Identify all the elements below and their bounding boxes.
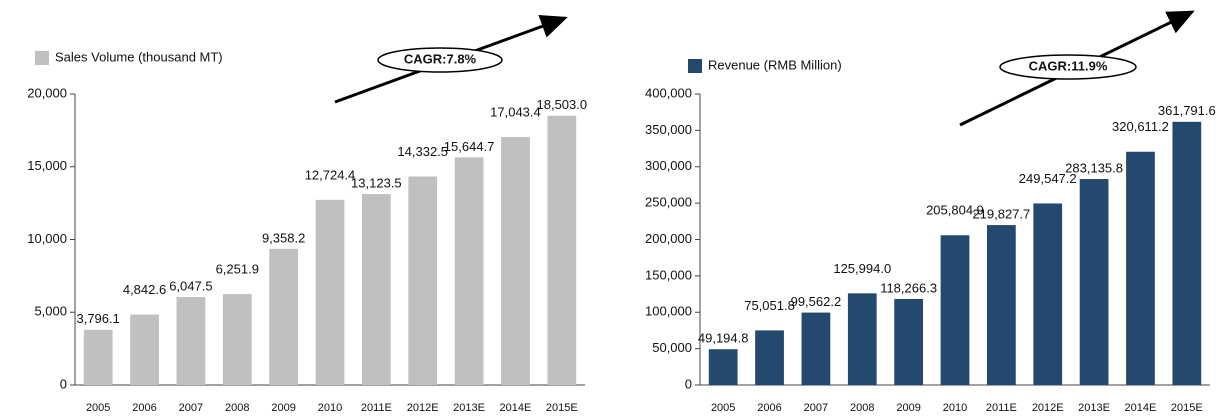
x-tick-label: 2013E: [453, 402, 485, 414]
x-tick-label: 2006: [132, 402, 156, 414]
x-tick-label: 2010: [943, 402, 967, 414]
value-label: 205,804.9: [926, 203, 984, 218]
y-tick-label: 15,000: [27, 158, 67, 173]
y-tick-label: 200,000: [645, 231, 692, 246]
y-tick-label: 5,000: [34, 304, 67, 319]
value-label: 75,051.8: [744, 298, 795, 313]
y-tick-label: 250,000: [645, 195, 692, 210]
value-label: 17,043.4: [490, 104, 541, 119]
value-label: 125,994.0: [833, 261, 891, 276]
x-tick-label: 2007: [804, 402, 828, 414]
value-label: 249,547.2: [1019, 171, 1077, 186]
x-tick-label: 2013E: [1078, 402, 1110, 414]
x-tick-label: 2006: [757, 402, 781, 414]
value-label: 99,562.2: [791, 294, 842, 309]
x-tick-label: 2011E: [986, 402, 1017, 414]
x-tick-label: 2011E: [361, 402, 392, 414]
value-label: 49,194.8: [698, 331, 749, 346]
y-tick-label: 400,000: [645, 85, 692, 100]
bar: [454, 157, 484, 385]
y-tick-label: 150,000: [645, 267, 692, 282]
value-label: 118,266.3: [880, 280, 937, 295]
bar: [130, 314, 159, 385]
x-tick-label: 2007: [179, 402, 203, 414]
value-label: 6,251.9: [216, 261, 259, 276]
bar: [1126, 151, 1155, 385]
legend-label: Sales Volume (thousand MT): [55, 49, 223, 64]
bar: [847, 293, 877, 385]
x-tick-label: 2015E: [1171, 402, 1203, 414]
bar: [408, 176, 438, 385]
cagr-label: CAGR:11.9%: [1029, 58, 1108, 73]
bar: [176, 297, 206, 385]
bar: [83, 329, 113, 385]
x-tick-label: 2005: [86, 402, 110, 414]
x-tick-label: 2014E: [500, 402, 532, 414]
value-label: 12,724.4: [305, 167, 356, 182]
x-tick-label: 2010: [318, 402, 342, 414]
bar: [361, 194, 391, 385]
value-label: 14,332.5: [397, 144, 448, 159]
bar: [269, 248, 299, 385]
bar: [708, 349, 738, 385]
x-tick-label: 2005: [711, 402, 735, 414]
bar: [755, 330, 784, 385]
bar: [222, 294, 252, 385]
bar: [1079, 179, 1109, 385]
value-label: 219,827.7: [972, 207, 1030, 222]
value-label: 15,644.7: [444, 139, 495, 154]
value-label: 13,123.5: [351, 175, 402, 190]
bar: [501, 137, 530, 385]
value-label: 4,842.6: [123, 282, 166, 297]
value-label: 320,611.2: [1112, 119, 1169, 134]
y-tick-label: 350,000: [645, 122, 692, 137]
x-tick-label: 2012E: [1032, 402, 1064, 414]
value-label: 3,796.1: [76, 311, 119, 326]
bar: [547, 115, 577, 386]
bar: [315, 199, 345, 385]
cagr-label: CAGR:7.8%: [404, 51, 477, 66]
bar: [801, 312, 831, 385]
cagr-ellipse: [999, 54, 1137, 80]
value-label: 6,047.5: [169, 278, 212, 293]
bar: [894, 298, 924, 385]
x-tick-label: 2008: [225, 402, 249, 414]
y-tick-label: 10,000: [27, 231, 67, 246]
legend-swatch: [35, 51, 49, 65]
x-tick-label: 2009: [896, 402, 920, 414]
value-label: 283,135.8: [1065, 160, 1123, 175]
y-tick-label: 300,000: [645, 158, 692, 173]
x-tick-label: 2009: [271, 402, 295, 414]
legend-swatch: [688, 59, 702, 73]
cagr-ellipse: [377, 47, 503, 73]
bar: [1172, 121, 1202, 386]
x-tick-label: 2012E: [407, 402, 439, 414]
bar: [986, 225, 1016, 385]
value-label: 361,791.6: [1158, 103, 1216, 118]
x-tick-label: 2008: [850, 402, 874, 414]
y-tick-label: 50,000: [652, 340, 692, 355]
y-tick-label: 20,000: [27, 85, 67, 100]
bar: [940, 235, 970, 385]
legend-label: Revenue (RMB Million): [708, 57, 842, 72]
y-tick-label: 100,000: [645, 304, 692, 319]
y-tick-label: 0: [60, 376, 67, 391]
value-label: 9,358.2: [262, 230, 305, 245]
value-label: 18,503.0: [537, 97, 588, 112]
x-tick-label: 2014E: [1125, 402, 1157, 414]
x-tick-label: 2015E: [546, 402, 578, 414]
y-tick-label: 0: [685, 376, 692, 391]
bar: [1033, 203, 1063, 385]
